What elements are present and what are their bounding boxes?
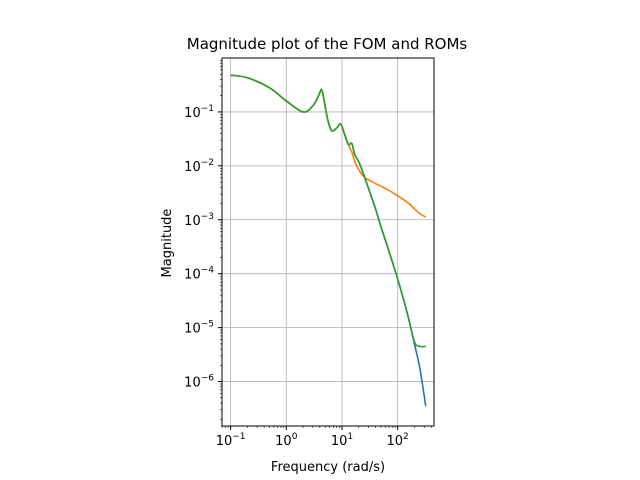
y-tick-label: 10−6 [184, 374, 214, 391]
y-tick-label: 10−2 [184, 158, 214, 175]
series-lines [230, 74, 427, 407]
y-tick-label: 10−3 [184, 212, 214, 229]
series-line-3 [230, 74, 426, 348]
y-tick-label: 10−4 [184, 266, 214, 283]
grid-lines [222, 58, 434, 426]
y-axis-label: Magnitude [160, 209, 175, 278]
x-tick-label: 102 [386, 432, 408, 449]
x-tick-label: 10−1 [216, 432, 246, 449]
x-axis-label: Frequency (rad/s) [271, 460, 385, 475]
plot-frame [221, 57, 435, 427]
series-line-2 [230, 74, 427, 218]
series-line-1 [230, 74, 427, 407]
x-tick-label: 100 [275, 432, 298, 449]
chart-title: Magnitude plot of the FOM and ROMs [187, 35, 468, 53]
y-tick-label: 10−5 [184, 320, 214, 337]
axis-ticks: 10−1 100 101 102 10−6 10−5 10−4 10−3 10−2 10−1 [184, 60, 432, 449]
y-tick-label: 10−1 [184, 104, 214, 121]
x-tick-label: 101 [331, 432, 353, 449]
